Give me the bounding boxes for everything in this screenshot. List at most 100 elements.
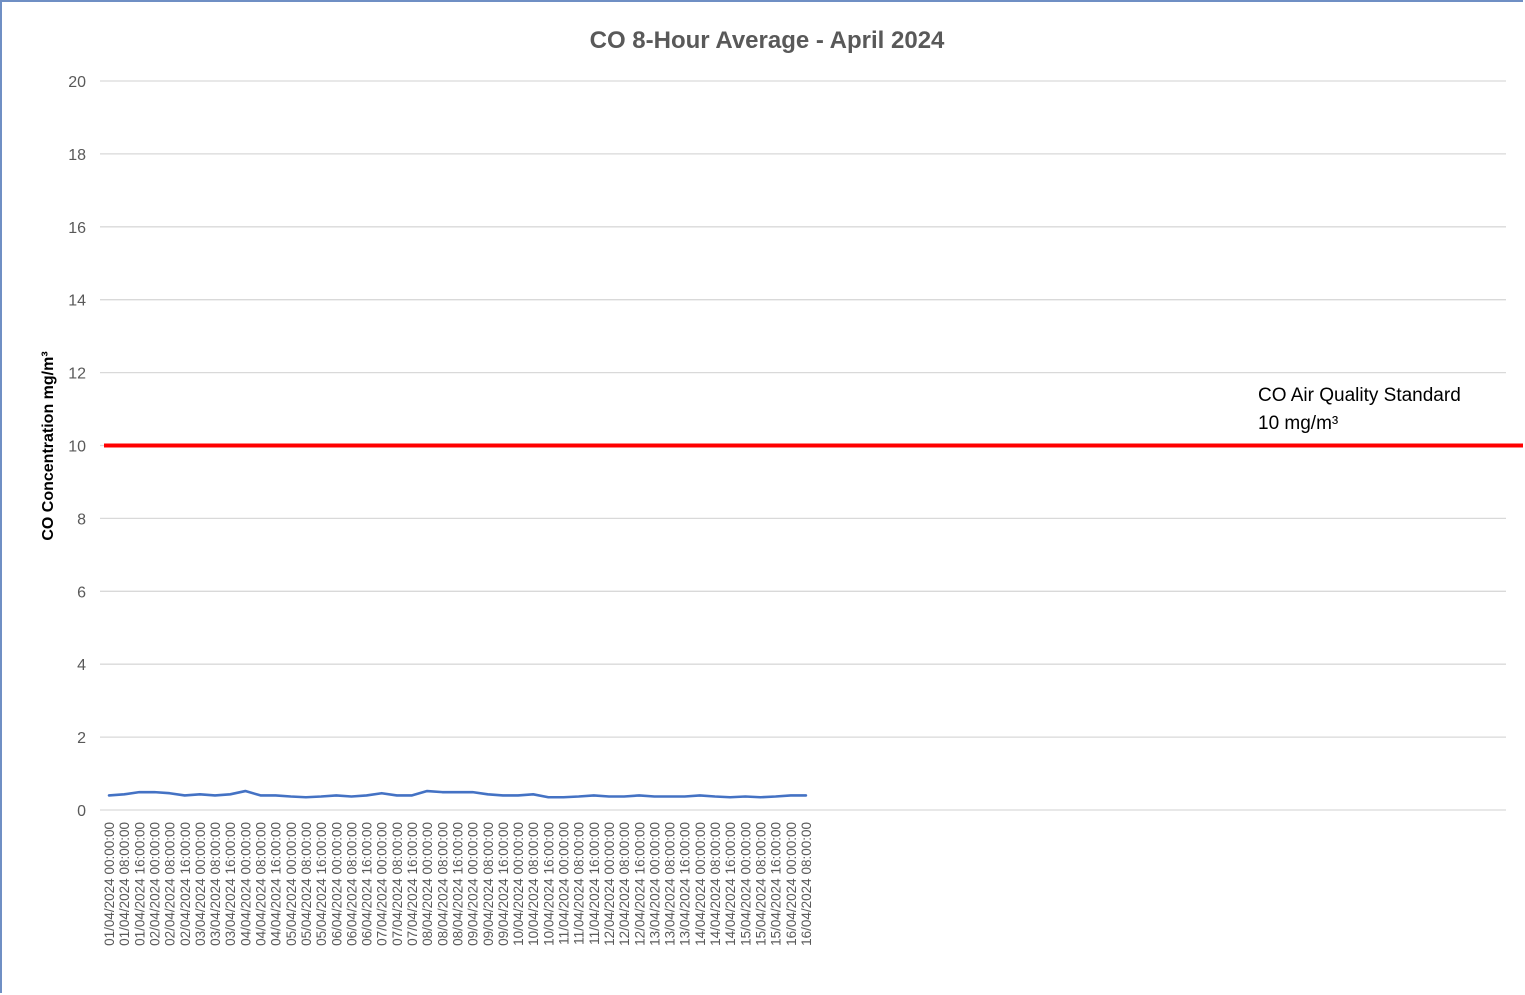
x-tick-label: 06/04/2024 00:00:00 (329, 822, 344, 946)
reference-label-value: 10 mg/m³ (1258, 413, 1338, 434)
data-point (744, 795, 747, 798)
data-point (395, 794, 398, 797)
data-point (638, 794, 641, 797)
data-point (335, 794, 338, 797)
x-tick-label: 07/04/2024 08:00:00 (390, 822, 405, 946)
data-point (274, 794, 277, 797)
data-point (759, 796, 762, 799)
y-tick-label: 8 (77, 511, 86, 528)
y-tick-label: 18 (68, 147, 86, 164)
x-tick-label: 01/04/2024 16:00:00 (132, 822, 147, 946)
x-tick-label: 13/04/2024 16:00:00 (678, 822, 693, 946)
x-tick-label: 07/04/2024 00:00:00 (375, 822, 390, 946)
data-point (456, 791, 459, 794)
x-tick-label: 01/04/2024 00:00:00 (102, 822, 117, 946)
data-point (683, 795, 686, 798)
y-tick-label: 20 (68, 74, 86, 91)
x-tick-label: 11/04/2024 16:00:00 (587, 822, 602, 945)
y-tick-label: 14 (68, 293, 86, 310)
x-tick-label: 05/04/2024 00:00:00 (284, 822, 299, 946)
data-point (123, 793, 126, 796)
x-tick-label: 16/04/2024 00:00:00 (784, 822, 799, 946)
data-point (350, 795, 353, 798)
y-tick-label: 2 (77, 730, 86, 747)
data-point (380, 792, 383, 795)
y-tick-label: 12 (68, 366, 86, 383)
reference-label-title: CO Air Quality Standard (1258, 385, 1461, 406)
x-tick-label: 14/04/2024 08:00:00 (708, 822, 723, 946)
x-tick-label: 04/04/2024 08:00:00 (254, 822, 269, 946)
x-tick-label: 02/04/2024 08:00:00 (163, 822, 178, 946)
x-tick-label: 14/04/2024 00:00:00 (693, 822, 708, 946)
data-point (623, 795, 625, 798)
data-point (365, 794, 368, 797)
x-tick-label: 15/04/2024 00:00:00 (738, 822, 753, 946)
data-point (805, 794, 807, 797)
x-tick-label: 06/04/2024 16:00:00 (360, 822, 375, 946)
data-point (108, 794, 110, 797)
data-point (547, 796, 550, 799)
data-point (183, 794, 186, 797)
data-point (789, 794, 792, 797)
x-tick-label: 08/04/2024 08:00:00 (435, 822, 450, 946)
x-tick-label: 12/04/2024 00:00:00 (602, 822, 617, 946)
series-layer (107, 789, 808, 799)
x-tick-label: 15/04/2024 08:00:00 (753, 822, 768, 946)
data-point (714, 795, 716, 798)
data-point (774, 795, 777, 798)
x-tick-label: 06/04/2024 08:00:00 (344, 822, 359, 946)
x-tick-label: 05/04/2024 08:00:00 (299, 822, 314, 946)
x-tick-label: 03/04/2024 00:00:00 (193, 822, 208, 946)
data-point (486, 793, 489, 796)
x-tick-label: 15/04/2024 16:00:00 (769, 822, 784, 946)
data-point (168, 792, 171, 795)
data-point (698, 794, 701, 797)
x-tick-label: 09/04/2024 16:00:00 (496, 822, 511, 946)
x-tick-label: 16/04/2024 08:00:00 (799, 822, 814, 946)
data-point (502, 794, 504, 797)
y-tick-label: 16 (68, 220, 86, 237)
x-tick-label: 03/04/2024 16:00:00 (223, 822, 238, 946)
data-point (729, 796, 732, 799)
data-point (441, 791, 444, 794)
data-point (532, 793, 535, 796)
data-point (153, 791, 156, 794)
data-point (320, 795, 322, 798)
data-point (668, 795, 671, 798)
x-tick-label: 10/04/2024 00:00:00 (511, 822, 526, 946)
data-point (229, 793, 232, 796)
y-tick-label: 4 (77, 657, 86, 674)
x-tick-label: 08/04/2024 16:00:00 (450, 822, 465, 946)
x-tick-label: 05/04/2024 16:00:00 (314, 822, 329, 946)
x-tick-label: 14/04/2024 16:00:00 (723, 822, 738, 946)
data-point (577, 795, 580, 798)
x-tick-label: 07/04/2024 16:00:00 (405, 822, 420, 946)
data-point (199, 793, 201, 796)
y-axis-ticks: 0 2 4 6 8 10 12 14 16 18 20 (68, 74, 86, 820)
data-point (411, 794, 413, 797)
data-point (259, 794, 262, 797)
data-point (608, 795, 610, 798)
y-tick-label: 10 (68, 439, 86, 456)
data-point (653, 795, 656, 798)
x-tick-label: 10/04/2024 16:00:00 (541, 822, 556, 946)
data-point (138, 791, 141, 794)
chart-title: CO 8-Hour Average - April 2024 (590, 27, 945, 54)
x-tick-label: 13/04/2024 08:00:00 (663, 822, 678, 946)
x-tick-label: 02/04/2024 16:00:00 (178, 822, 193, 946)
data-point (214, 794, 216, 797)
x-tick-label: 11/04/2024 08:00:00 (572, 822, 587, 945)
data-point (426, 790, 429, 792)
data-point (244, 790, 247, 792)
x-tick-label: 12/04/2024 08:00:00 (617, 822, 632, 946)
x-tick-label: 10/04/2024 08:00:00 (526, 822, 541, 946)
gridlines (100, 80, 1506, 811)
x-tick-label: 08/04/2024 00:00:00 (420, 822, 435, 946)
y-axis-label: CO Concentration mg/m³ (40, 351, 57, 540)
data-point (517, 794, 519, 797)
x-tick-label: 04/04/2024 16:00:00 (269, 822, 284, 946)
x-tick-label: 11/04/2024 00:00:00 (557, 822, 572, 945)
x-tick-label: 09/04/2024 08:00:00 (481, 822, 496, 946)
